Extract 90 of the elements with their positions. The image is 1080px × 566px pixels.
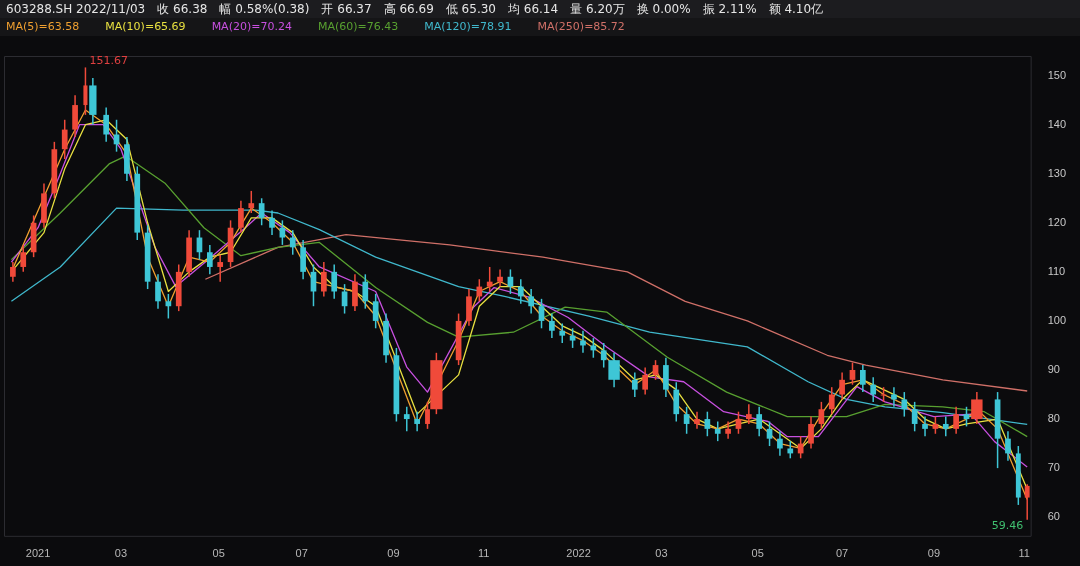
candlestick [911, 401, 918, 433]
text: 低 65.30 [445, 2, 496, 16]
candlestick [549, 312, 555, 339]
y-tick-label: 140 [1047, 117, 1067, 130]
y-tick-label: 100 [1047, 313, 1067, 326]
candlestick [528, 288, 534, 315]
text: 开 66.37 [321, 2, 372, 16]
candlestick [942, 415, 949, 437]
candlestick [1024, 483, 1030, 521]
text: 换 0.00% [636, 2, 691, 16]
text: MA(20)=70.24 [211, 20, 292, 33]
candlestick [486, 266, 493, 293]
candlestick [248, 190, 255, 214]
x-tick-label: 11 [1018, 547, 1030, 560]
candlestick [497, 268, 503, 288]
candlestick [839, 371, 845, 401]
text: 额 4.10亿 [768, 2, 824, 16]
candlestick [642, 366, 649, 396]
candlestick [828, 386, 835, 415]
candlestick [714, 420, 721, 442]
text: 均 66.14 [507, 2, 559, 16]
candlestick [590, 337, 597, 359]
candlestick [258, 197, 265, 227]
text: MA(5)=63.58 [6, 20, 80, 33]
x-tick-label: 09 [387, 547, 400, 560]
candlestick [694, 410, 700, 430]
text: MA(60)=76.43 [317, 20, 399, 33]
candlestick [83, 66, 88, 116]
candlestick [859, 364, 866, 393]
y-tick-label: 90 [1047, 363, 1060, 376]
annotation: 59.46 [991, 519, 1024, 533]
x-tick-label: 05 [751, 547, 764, 560]
candlestick [559, 322, 566, 344]
text: 收 66.38 [157, 2, 208, 16]
candlestick [217, 253, 224, 283]
candlestick [155, 273, 161, 310]
candlestick [403, 406, 410, 433]
candlestick [20, 244, 27, 273]
candlestick [269, 209, 275, 236]
candlestick [953, 406, 959, 435]
candlestick [61, 119, 68, 160]
text: MA(10)=65.69 [105, 20, 186, 33]
candlestick [745, 403, 752, 425]
y-tick-label: 150 [1047, 68, 1067, 81]
candlestick [631, 371, 638, 398]
candlestick [372, 293, 379, 330]
candlestick [425, 401, 430, 430]
candlestick [901, 391, 908, 418]
candlestick [1005, 430, 1011, 462]
candlestick [725, 420, 731, 440]
y-tick-label: 120 [1047, 215, 1067, 228]
candlestick [331, 263, 338, 300]
candlestick [756, 406, 763, 437]
y-tick-label: 60 [1047, 510, 1060, 523]
text: MA(120)=78.91 [424, 20, 512, 33]
candlestick [922, 415, 928, 437]
y-tick-label: 130 [1047, 166, 1067, 179]
x-tick-label: 07 [835, 547, 849, 560]
candlestick [320, 261, 327, 298]
y-tick-label: 110 [1047, 264, 1066, 277]
text: 603288.SH 2022/11/03 [6, 2, 146, 16]
text: 量 6.20万 [570, 2, 625, 16]
candlestick [414, 410, 420, 433]
candlestick [777, 430, 783, 457]
x-tick-label: 2021 [25, 547, 51, 560]
x-tick-label: 07 [295, 547, 308, 560]
annotation: 151.67 [89, 53, 128, 67]
x-tick-label: 03 [114, 547, 128, 560]
x-tick-label: 09 [927, 547, 941, 560]
candlestick [808, 415, 814, 450]
x-tick-label: 2022 [566, 547, 591, 560]
candlestick [476, 278, 483, 303]
candlestick [238, 199, 244, 234]
candlestick [517, 278, 524, 305]
candlestick [103, 106, 110, 143]
x-tick-label: 11 [478, 547, 490, 560]
candlestick [600, 342, 607, 369]
candlestick [362, 273, 369, 310]
x-tick-label: 03 [655, 547, 668, 560]
candlestick [870, 376, 877, 403]
text: 振 2.11% [702, 2, 757, 16]
candlestick [206, 244, 213, 276]
candlestick [289, 229, 296, 256]
x-tick-label: 05 [212, 547, 225, 560]
text: MA(250)=85.72 [537, 20, 625, 33]
y-tick-label: 70 [1047, 461, 1060, 474]
candlestick [10, 261, 16, 283]
y-tick-label: 80 [1047, 412, 1060, 425]
text: 高 66.69 [383, 2, 434, 16]
text: 幅 0.58%(0.38) [219, 2, 310, 16]
